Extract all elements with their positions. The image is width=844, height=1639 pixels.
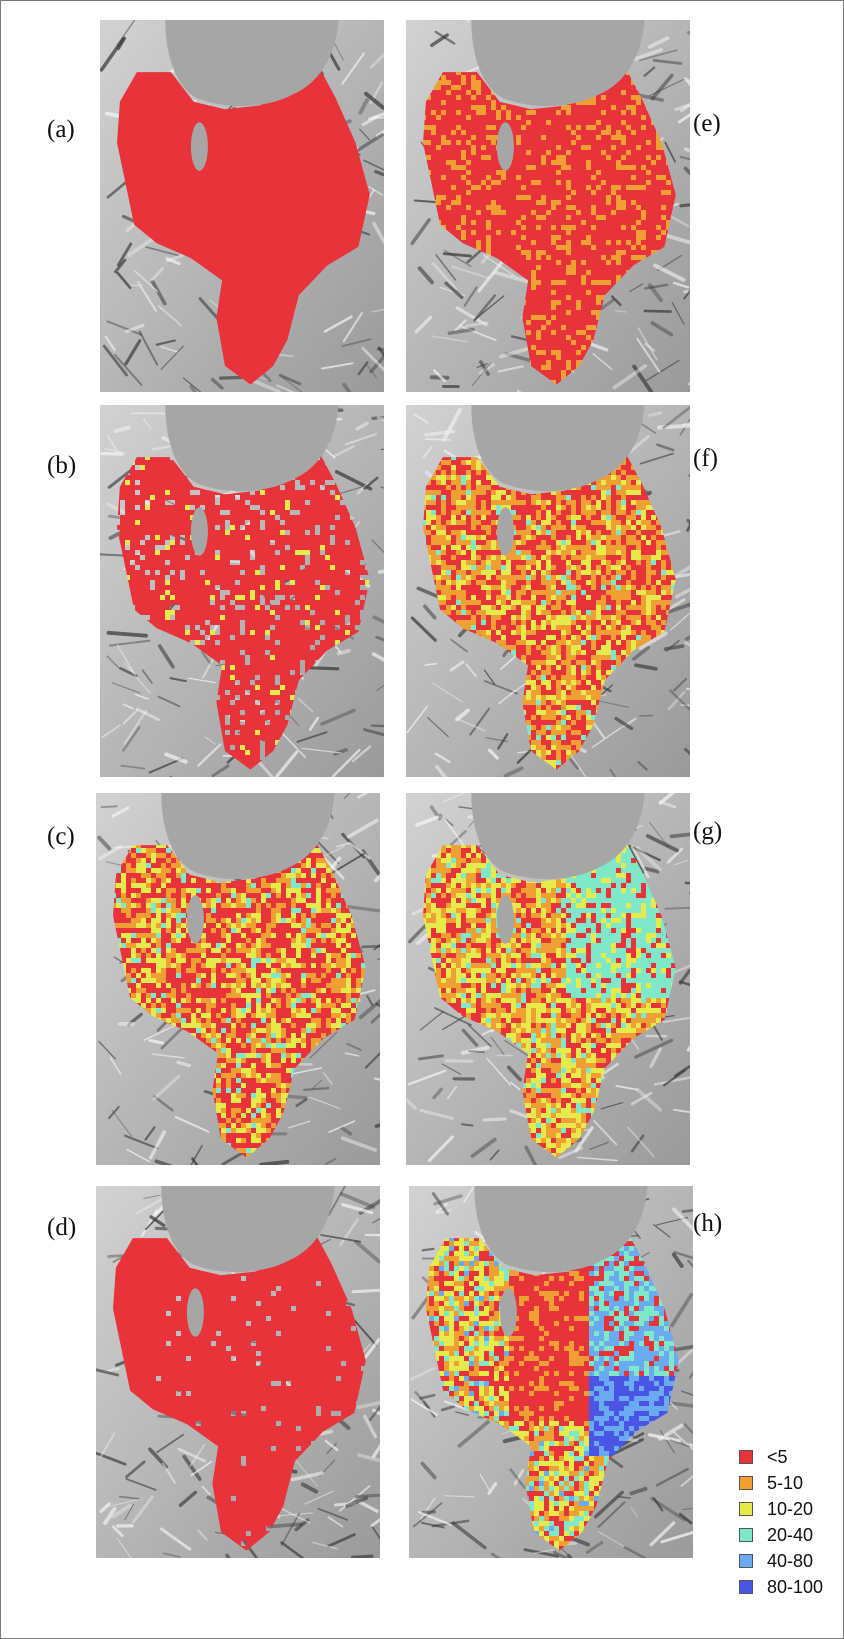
panel-label-g: (g) bbox=[693, 818, 722, 846]
legend-item: <5 bbox=[739, 1444, 839, 1470]
panel-map-svg bbox=[409, 1186, 693, 1558]
legend-swatch bbox=[739, 1554, 753, 1568]
panel-map-svg bbox=[100, 20, 384, 392]
panel-label-h: (h) bbox=[693, 1210, 722, 1238]
panel-label-d: (d) bbox=[47, 1214, 76, 1242]
rock-outcrop bbox=[496, 122, 514, 171]
legend-item: 20-40 bbox=[739, 1522, 839, 1548]
map-panel-e bbox=[406, 20, 690, 392]
legend-item: 40-80 bbox=[739, 1548, 839, 1574]
panel-map-svg bbox=[96, 793, 380, 1165]
map-panel-d bbox=[96, 1186, 380, 1558]
panel-map-svg bbox=[100, 405, 384, 777]
rock-outcrop bbox=[496, 507, 514, 556]
rock-outcrop bbox=[499, 1288, 517, 1337]
rock-outcrop bbox=[496, 895, 514, 944]
legend-swatch bbox=[739, 1528, 753, 1542]
map-panel-c bbox=[96, 793, 380, 1165]
rock-outcrop bbox=[186, 895, 204, 944]
legend-label: <5 bbox=[767, 1447, 788, 1468]
map-panel-f bbox=[406, 405, 690, 777]
legend-label: 5-10 bbox=[767, 1473, 803, 1494]
lake-area bbox=[471, 793, 645, 880]
legend-item: 5-10 bbox=[739, 1470, 839, 1496]
map-panel-b bbox=[100, 405, 384, 777]
lake-area bbox=[471, 405, 645, 492]
lake-area bbox=[161, 793, 335, 880]
panel-label-a: (a) bbox=[47, 116, 75, 144]
rock-outcrop bbox=[190, 122, 208, 171]
rock-outcrop bbox=[190, 507, 208, 556]
panel-label-e: (e) bbox=[693, 110, 721, 138]
lake-area bbox=[161, 1186, 335, 1273]
map-panel-a bbox=[100, 20, 384, 392]
rock-outcrop bbox=[186, 1288, 204, 1337]
lake-area bbox=[165, 405, 339, 492]
panel-label-b: (b) bbox=[47, 452, 76, 480]
lake-area bbox=[474, 1186, 648, 1273]
legend-label: 80-100 bbox=[767, 1577, 823, 1598]
legend-swatch bbox=[739, 1580, 753, 1594]
legend-label: 10-20 bbox=[767, 1499, 813, 1520]
panel-map-svg bbox=[406, 793, 690, 1165]
panel-label-c: (c) bbox=[47, 823, 75, 851]
map-panel-h bbox=[409, 1186, 693, 1558]
legend-label: 40-80 bbox=[767, 1551, 813, 1572]
panel-map-svg bbox=[96, 1186, 380, 1558]
legend-item: 80-100 bbox=[739, 1574, 839, 1600]
map-panel-g bbox=[406, 793, 690, 1165]
legend-swatch bbox=[739, 1476, 753, 1490]
legend-swatch bbox=[739, 1450, 753, 1464]
lake-area bbox=[471, 20, 645, 107]
legend-item: 10-20 bbox=[739, 1496, 839, 1522]
legend: <5 5-10 10-20 20-40 40-80 80-100 bbox=[739, 1444, 839, 1600]
panel-map-svg bbox=[406, 405, 690, 777]
legend-swatch bbox=[739, 1502, 753, 1516]
panel-map-svg bbox=[406, 20, 690, 392]
legend-label: 20-40 bbox=[767, 1525, 813, 1546]
panel-label-f: (f) bbox=[693, 445, 718, 473]
lake-area bbox=[165, 20, 339, 107]
